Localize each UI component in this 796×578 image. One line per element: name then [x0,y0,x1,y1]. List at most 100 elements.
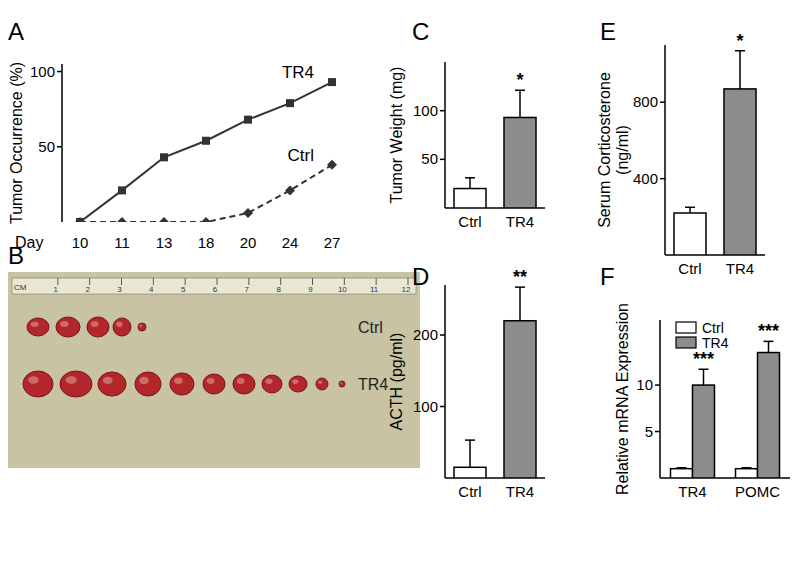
marker [327,160,337,170]
error-bar [768,341,770,352]
tumor-highlight [140,377,149,384]
error-cap [465,177,475,179]
series-line [80,165,332,222]
ruler-tick [217,278,218,285]
x-tick-label: TR4 [726,260,754,277]
y-axis [664,45,666,255]
ruler-tick [344,278,345,285]
panel-bar: 100200ACTH (pg/ml)CtrlTR4** [388,267,545,500]
legend-swatch [676,337,696,348]
y-tick-label: 400 [633,170,658,187]
series-label: Ctrl [288,146,314,165]
tumor-highlight [237,378,245,384]
background [0,0,796,578]
bar [758,353,780,478]
panel-letter: D [412,263,429,290]
marker [202,137,210,145]
photo-bg [8,272,420,468]
ruler-tick [89,278,90,285]
legend-swatch [676,322,696,333]
significance: *** [758,321,779,341]
bar [504,321,536,478]
tumor-highlight [174,377,182,384]
y-axis-label-line: Tumor Occurrence (%) [8,62,25,224]
ruler-tick [185,278,186,285]
marker [75,217,85,222]
tumor-highlight [318,380,322,384]
error-bar [469,440,471,467]
panel-line: 50100Tumor Occurrence (%)Day101113182024… [8,62,340,251]
y-axis [444,285,446,478]
tumor-highlight [103,377,113,384]
y-tick-label: 100 [413,398,438,415]
panel-letter: A [8,18,24,45]
tumor-highlight [207,378,215,384]
marker [286,99,294,107]
ruler-tick [57,278,58,285]
tumor-highlight [91,321,99,327]
legend-label: Ctrl [702,320,724,336]
y-tick-label: 100 [413,102,438,119]
ruler-label: 9 [308,285,313,294]
tumor [316,378,328,390]
y-axis-label-line: Serum Corticosterone [596,72,613,228]
tumor [56,317,80,337]
data-group [75,78,337,222]
y-tick [57,71,62,73]
bar [454,467,486,478]
ruler-label: 4 [149,285,154,294]
row-label: Ctrl [358,319,383,336]
y-axis [659,320,661,478]
y-axis-label: Serum Corticosterone(ng/ml) [596,72,631,228]
tumor-highlight [28,376,39,384]
tumor [98,372,126,396]
x-tick-label: Ctrl [678,260,701,277]
y-tick [655,431,660,433]
ruler-tick [408,278,409,285]
tumor [135,372,161,396]
ruler-tick [376,278,377,285]
y-tick [440,159,445,161]
marker [285,185,295,195]
ruler-tick [280,278,281,285]
y-axis-label-line: Tumor Weight (mg) [388,67,405,204]
tumor [138,323,146,331]
y-axis-label: Tumor Weight (mg) [388,67,405,204]
y-axis [444,62,446,208]
tumor [87,317,109,337]
panel-bar: 50100Tumor Weight (mg)CtrlTR4* [388,62,545,230]
ruler-tick [312,278,313,285]
error-bar [469,178,471,189]
tumor-highlight [116,322,122,327]
y-tick [57,146,62,148]
y-axis-label: ACTH (pg/ml) [388,333,405,431]
significance: ** [513,267,527,287]
error-bar [703,369,705,385]
bar [504,117,536,208]
bar [671,469,693,478]
y-tick [440,110,445,112]
tumor [113,318,131,336]
panel-letter: F [600,263,615,290]
error-bar [519,90,521,117]
ruler-tick [248,278,249,285]
error-bar [519,287,521,321]
ruler-unit: CM [14,283,27,292]
ruler-label: 6 [213,285,218,294]
y-tick-label: 200 [413,326,438,343]
x-tick-label: 10 [72,234,89,251]
y-axis-label-line: Relative mRNA Expression [614,303,631,495]
y-tick [440,406,445,408]
tumor [262,375,282,393]
y-tick-label: 50 [38,138,55,155]
x-tick-label: 18 [198,234,215,251]
tumor-highlight [60,321,68,327]
figure: 50100Tumor Occurrence (%)Day101113182024… [0,0,796,578]
series-label: TR4 [282,63,314,82]
error-cap [465,439,475,441]
y-tick [660,102,665,104]
ruler-label: 8 [276,285,281,294]
ruler [12,278,416,294]
ruler-label: 7 [245,285,250,294]
ruler-tick [121,278,122,285]
